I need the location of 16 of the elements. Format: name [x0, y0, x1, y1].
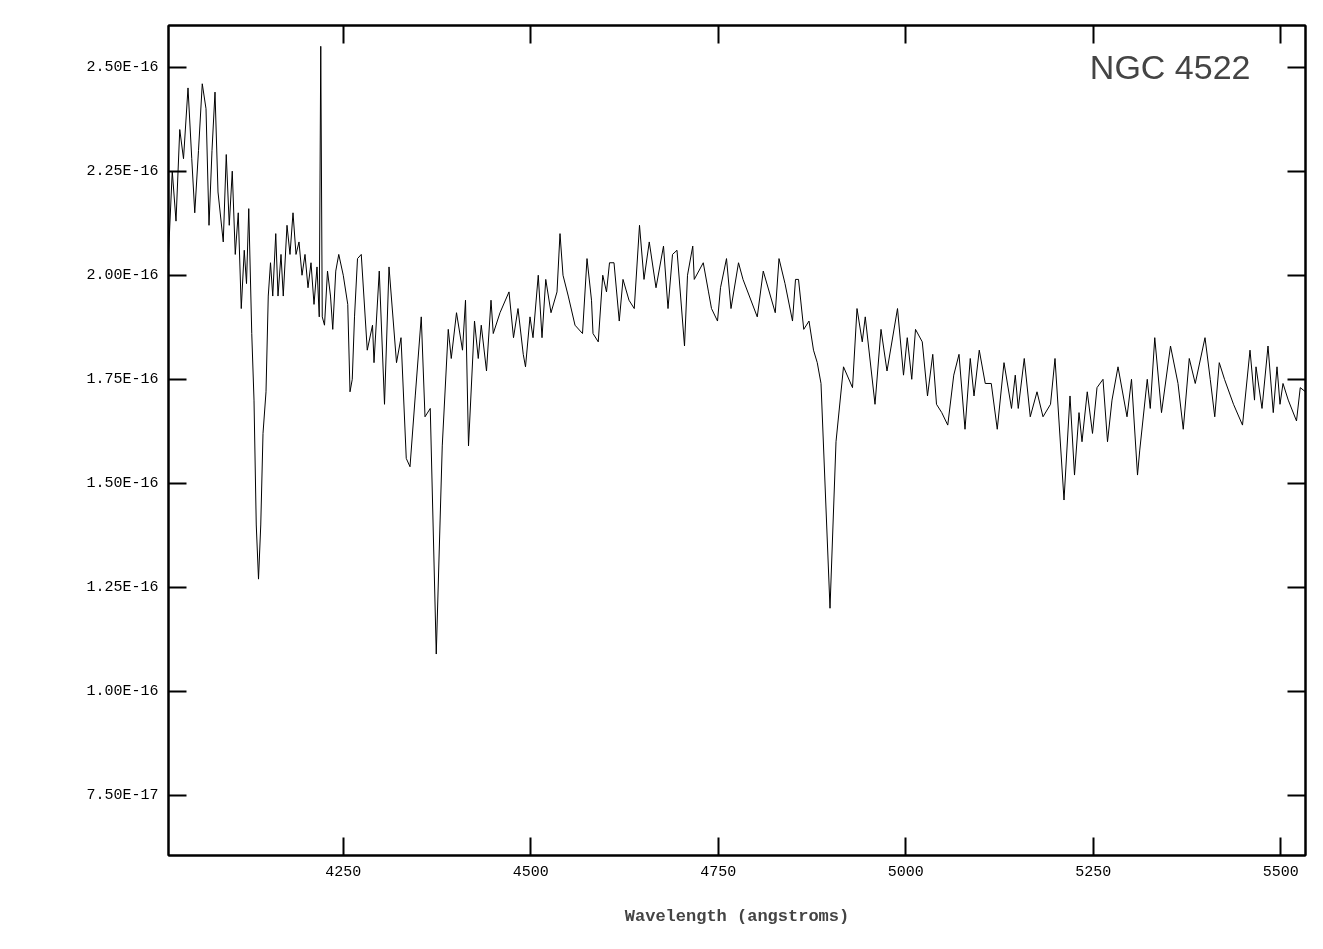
annotation: NGC 4522 — [1089, 47, 1251, 86]
y-tick-label: 2.50E-16 — [86, 58, 159, 76]
x-tick-label: 5000 — [887, 863, 924, 881]
x-tick-label: 4250 — [325, 863, 362, 881]
y-tick-label: 1.25E-16 — [86, 578, 159, 596]
x-tick-label: 4750 — [700, 863, 737, 881]
x-axis-title: Wavelength (angstroms) — [624, 906, 850, 926]
y-tick-label: 2.00E-16 — [86, 266, 159, 284]
y-tick-label: 1.75E-16 — [86, 370, 159, 388]
y-tick-label: 2.25E-16 — [86, 162, 159, 180]
y-tick-label: 1.00E-16 — [86, 683, 159, 700]
x-tick-label: 5250 — [1075, 863, 1112, 881]
x-tick-label: 4500 — [512, 863, 549, 881]
y-tick-label: 7.50E-17 — [86, 787, 159, 805]
y-tick-label: 1.50E-16 — [86, 474, 159, 492]
x-tick-label: 5500 — [1262, 863, 1299, 881]
